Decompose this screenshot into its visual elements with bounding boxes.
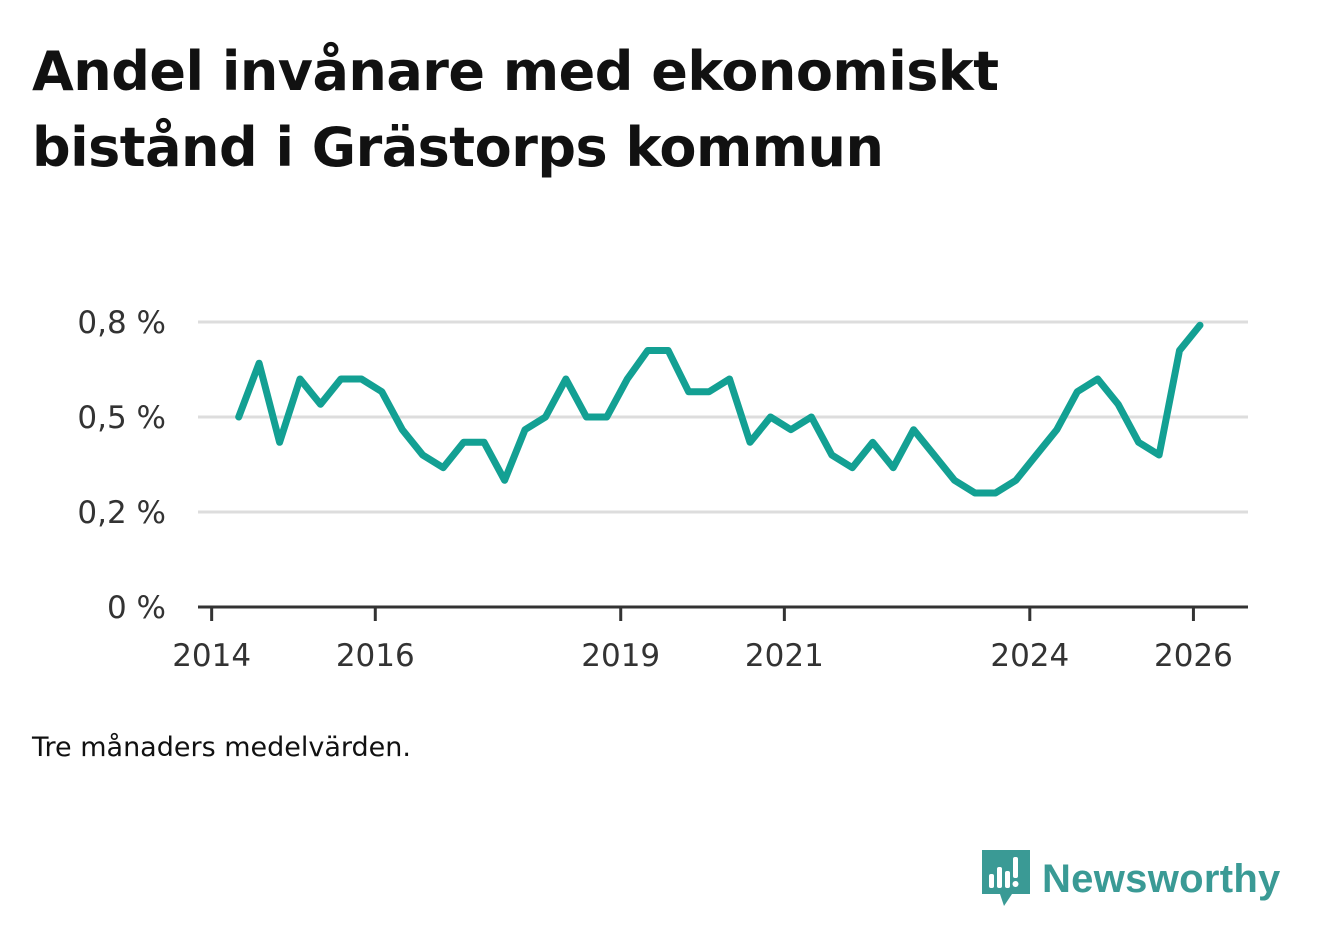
x-tick-label: 2016 (336, 638, 415, 674)
data-point (586, 417, 587, 418)
data-point (300, 379, 301, 380)
data-point (1138, 442, 1139, 443)
data-point (627, 379, 628, 380)
x-tick-label: 2014 (172, 638, 251, 674)
data-point (872, 442, 873, 443)
data-point (974, 493, 975, 494)
data-point (688, 391, 689, 392)
data-point (934, 455, 935, 456)
brand-name: Newsworthy (1042, 856, 1281, 901)
gridlines (198, 320, 1248, 514)
chart-footnote: Tre månaders medelvärden. (32, 732, 411, 763)
data-point (1118, 404, 1119, 405)
series-line (235, 321, 1204, 497)
data-point (525, 429, 526, 430)
data-point (443, 467, 444, 468)
data-point (279, 442, 280, 443)
data-point (1056, 429, 1057, 430)
data-point (954, 480, 955, 481)
x-tick-label: 2021 (745, 638, 824, 674)
data-point (1015, 480, 1016, 481)
x-tick-label: 2024 (990, 638, 1069, 674)
data-point (852, 467, 853, 468)
newsworthy-logo-icon (982, 850, 1030, 906)
y-tick-label: 0 % (107, 590, 166, 626)
chart-title-line-1: Andel invånare med ekonomiskt (32, 40, 999, 103)
chart-title-line-2: bistånd i Grästorps kommun (32, 116, 884, 179)
data-point (565, 379, 566, 380)
data-point (1179, 350, 1180, 351)
data-point (1199, 325, 1200, 326)
data-point (1159, 455, 1160, 456)
data-point (1097, 379, 1098, 380)
data-point (320, 404, 321, 405)
y-tick-labels: 0 % 0,2 % 0,5 % 0,8 % (77, 305, 166, 626)
data-point (422, 455, 423, 456)
y-tick-label: 0,5 % (77, 400, 166, 436)
data-point (381, 391, 382, 392)
data-point (606, 417, 607, 418)
data-point (504, 480, 505, 481)
data-point (1036, 455, 1037, 456)
data-point (259, 363, 260, 364)
x-tick-label: 2026 (1154, 638, 1233, 674)
y-tick-label: 0,8 % (77, 305, 166, 341)
data-point (238, 417, 239, 418)
data-point (729, 379, 730, 380)
x-axis: 2014 2016 2019 2021 2024 2026 (172, 605, 1248, 674)
data-point (340, 379, 341, 380)
data-point (668, 350, 669, 351)
data-point (402, 429, 403, 430)
x-tick-label: 2019 (581, 638, 660, 674)
chart-title: Andel invånare med ekonomiskt bistånd i … (32, 34, 1232, 186)
data-point (361, 379, 362, 380)
data-point (790, 429, 791, 430)
data-point (995, 493, 996, 494)
data-point (913, 429, 914, 430)
data-point (893, 467, 894, 468)
data-point (484, 442, 485, 443)
data-point (463, 442, 464, 443)
line-chart: 0 %0,2 %0,5 %0,8 % 2014 2016 2019 2021 2024 2… (77, 305, 1248, 674)
series-layer (235, 321, 1204, 497)
data-point (647, 350, 648, 351)
data-point (545, 417, 546, 418)
brand-logo: Newsworthy (980, 848, 1281, 910)
data-point (749, 442, 750, 443)
data-point (1077, 391, 1078, 392)
data-point (709, 391, 710, 392)
data-point (770, 417, 771, 418)
data-point (811, 417, 812, 418)
y-tick-label: 0,2 % (77, 495, 166, 531)
data-point (831, 455, 832, 456)
